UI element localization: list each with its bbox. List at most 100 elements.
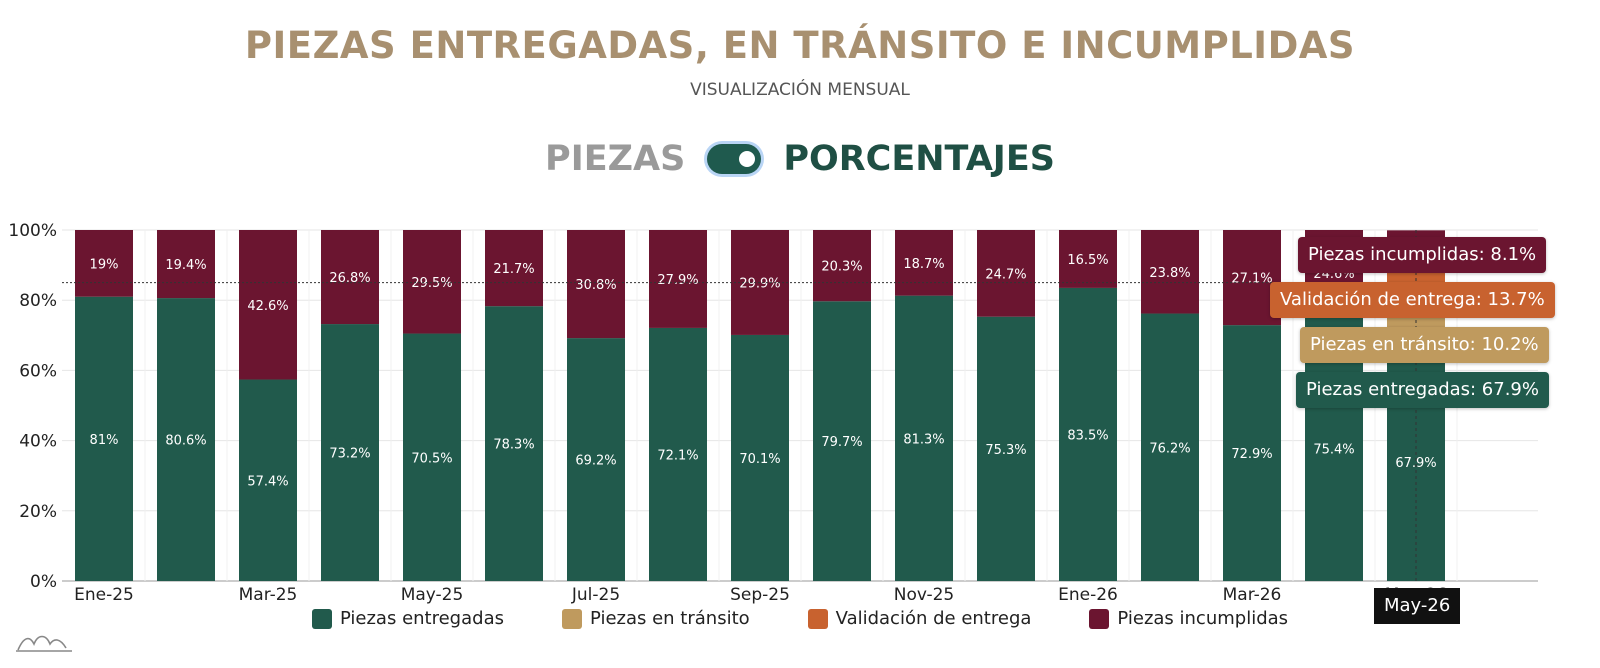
data-label: 42.6% xyxy=(247,299,288,314)
legend-label-incumplidas: Piezas incumplidas xyxy=(1117,608,1289,629)
x-tick-label: May-25 xyxy=(401,585,464,605)
data-label: 69.2% xyxy=(575,454,616,469)
y-tick-label: 60% xyxy=(19,361,57,381)
data-label: 79.7% xyxy=(821,435,862,450)
tooltip-validacion: Validación de entrega: 13.7% xyxy=(1270,282,1555,318)
toggle-label-porcentajes[interactable]: PORCENTAJES xyxy=(783,139,1055,179)
data-label: 23.8% xyxy=(1149,266,1190,281)
data-label: 81% xyxy=(90,433,119,448)
toggle-knob xyxy=(739,151,756,167)
data-label: 27.1% xyxy=(1231,272,1272,287)
data-label: 24.7% xyxy=(985,267,1026,282)
bar-segment xyxy=(239,379,297,581)
legend-label-transito: Piezas en tránsito xyxy=(589,608,750,629)
bar-segment xyxy=(895,295,953,581)
data-label: 75.3% xyxy=(985,443,1026,458)
x-tick-label: Ene-25 xyxy=(74,585,134,605)
legend-item-incumplidas[interactable]: Piezas incumplidas xyxy=(1089,608,1288,629)
bar-segment xyxy=(321,324,379,581)
x-tick-label: Mar-25 xyxy=(239,585,298,605)
view-toggle: PIEZAS PORCENTAJES xyxy=(0,136,1600,182)
x-tick-label: Mar-26 xyxy=(1223,585,1282,605)
tooltip-incumplidas: Piezas incumplidas: 8.1% xyxy=(1298,237,1547,273)
data-label: 72.9% xyxy=(1231,447,1272,462)
bar-segment xyxy=(1059,230,1117,288)
legend-item-transito[interactable]: Piezas en tránsito xyxy=(561,608,750,629)
bar-segment xyxy=(485,230,543,307)
bar-segment xyxy=(567,338,625,581)
data-label: 83.5% xyxy=(1067,428,1108,443)
data-label: 16.5% xyxy=(1067,253,1108,268)
bar-segment xyxy=(731,334,789,581)
bar-segment xyxy=(649,327,707,581)
bar-segment xyxy=(977,230,1035,317)
bar-segment xyxy=(1059,287,1117,581)
data-label: 19.4% xyxy=(165,258,206,273)
legend-swatch-incumplidas xyxy=(1089,608,1110,629)
data-label: 70.1% xyxy=(739,452,780,467)
toggle-switch[interactable] xyxy=(707,144,762,174)
bar-segment xyxy=(649,230,707,328)
data-label: 73.2% xyxy=(329,447,370,462)
data-label: 20.3% xyxy=(821,260,862,275)
bar-segment xyxy=(1223,325,1281,581)
data-label: 75.4% xyxy=(1313,443,1354,458)
bar-segment xyxy=(895,230,953,296)
bar-segment xyxy=(977,316,1035,581)
bar-segment xyxy=(813,230,871,302)
data-label: 29.9% xyxy=(739,276,780,291)
data-label: 19% xyxy=(90,257,119,272)
data-label: 72.1% xyxy=(657,448,698,463)
y-tick-label: 0% xyxy=(30,572,57,592)
data-label: 30.8% xyxy=(575,278,616,293)
bar-segment xyxy=(239,230,297,380)
tooltip-entregadas: Piezas entregadas: 67.9% xyxy=(1296,372,1549,408)
bar-segment xyxy=(1141,313,1199,581)
bar-segment xyxy=(157,298,215,581)
y-tick-label: 20% xyxy=(19,502,57,522)
data-label: 57.4% xyxy=(247,474,288,489)
bar-segment xyxy=(403,333,461,581)
legend-label-entregadas: Piezas entregadas xyxy=(339,608,504,629)
bar-segment xyxy=(567,230,625,339)
legend-swatch-transito xyxy=(561,608,582,629)
y-tick-label: 80% xyxy=(19,291,57,311)
bar-segment xyxy=(1141,230,1199,314)
data-label: 70.5% xyxy=(411,451,452,466)
data-label: 26.8% xyxy=(329,271,370,286)
bar-segment xyxy=(75,230,133,297)
legend-item-entregadas[interactable]: Piezas entregadas xyxy=(311,608,504,629)
legend: Piezas entregadas Piezas en tránsito Val… xyxy=(0,608,1600,629)
x-tick-label: Jul-25 xyxy=(571,585,620,605)
bar-segment xyxy=(813,301,871,581)
data-label: 29.5% xyxy=(411,276,452,291)
tooltip-x-label: May-26 xyxy=(1374,588,1461,624)
bar-segment xyxy=(75,296,133,581)
data-label: 27.9% xyxy=(657,273,698,288)
x-tick-label: Ene-26 xyxy=(1058,585,1118,605)
data-label: 21.7% xyxy=(493,262,534,277)
data-label: 18.7% xyxy=(903,257,944,272)
logo-icon xyxy=(16,635,72,652)
legend-item-validacion[interactable]: Validación de entrega xyxy=(807,608,1032,629)
bar-segment xyxy=(321,230,379,325)
y-tick-label: 100% xyxy=(8,221,57,241)
bar-segment xyxy=(157,230,215,299)
chart-subtitle: VISUALIZACIÓN MENSUAL xyxy=(690,80,910,100)
x-tick-label: Sep-25 xyxy=(730,585,790,605)
bar-segment xyxy=(485,306,543,581)
data-label: 76.2% xyxy=(1149,441,1190,456)
toggle-label-piezas[interactable]: PIEZAS xyxy=(545,139,686,179)
data-label: 80.6% xyxy=(165,434,206,449)
legend-swatch-validacion xyxy=(807,608,828,629)
chart-title: PIEZAS ENTREGADAS, EN TRÁNSITO E INCUMPL… xyxy=(244,24,1356,67)
tooltip-transito: Piezas en tránsito: 10.2% xyxy=(1300,327,1549,363)
data-label: 81.3% xyxy=(903,432,944,447)
x-tick-label: Nov-25 xyxy=(894,585,955,605)
bar-segment xyxy=(403,230,461,334)
legend-swatch-entregadas xyxy=(311,608,332,629)
legend-label-validacion: Validación de entrega xyxy=(835,608,1032,629)
data-label: 78.3% xyxy=(493,438,534,453)
data-label: 67.9% xyxy=(1395,456,1436,471)
